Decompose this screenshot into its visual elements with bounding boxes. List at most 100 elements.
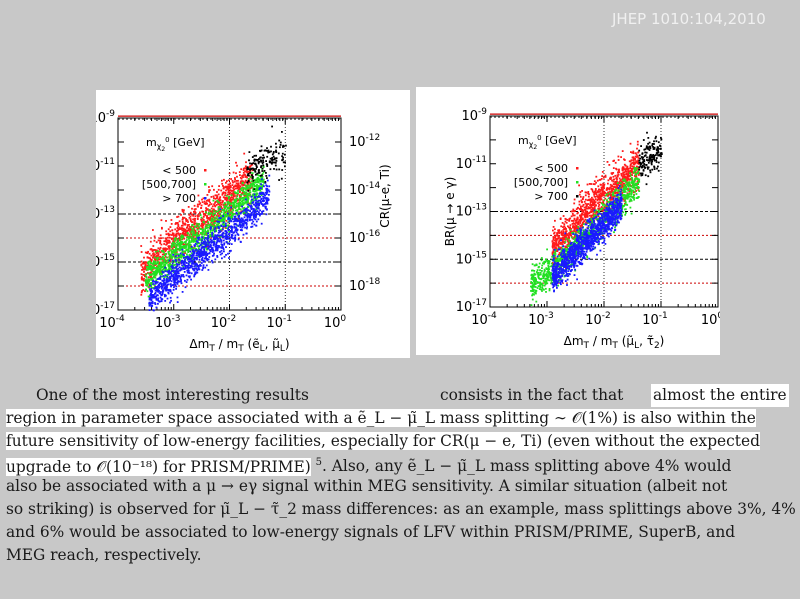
scatter-point [243,216,246,219]
scatter-point [156,262,159,265]
scatter-point [193,259,196,262]
scatter-point [632,150,635,153]
scatter-point [179,276,182,278]
scatter-point [165,274,168,277]
scatter-point [575,218,578,221]
scatter-point [270,145,272,148]
scatter-point [236,185,239,188]
scatter-point [604,176,607,178]
scatter-point [574,220,577,222]
scatter-point [622,174,625,176]
scatter-point [282,161,285,164]
scatter-point [258,188,261,191]
scatter-point [261,176,263,179]
scatter-point [199,251,201,254]
scatter-point [246,185,249,188]
scatter-point [153,284,156,286]
scatter-point [187,249,190,252]
scatter-point [233,180,236,183]
scatter-point [253,188,256,191]
scatter-point [182,216,184,219]
scatter-point [151,249,154,252]
scatter-point [201,238,204,241]
scatter-point [166,261,168,264]
scatter-point [217,200,219,203]
scatter-point [626,179,628,182]
scatter-point [560,234,563,236]
scatter-point [195,267,198,270]
scatter-point [231,217,233,219]
scatter-point [180,213,182,216]
scatter-point [141,266,144,268]
scatter-point [161,286,164,288]
scatter-point [178,220,181,223]
scatter-point [246,194,249,197]
scatter-point [148,295,151,298]
scatter-point [248,166,251,169]
scatter-point [140,260,143,263]
scatter-point [176,243,178,246]
scatter-point [172,248,175,251]
scatter-point [284,153,286,156]
scatter-point [201,246,203,248]
scatter-point [224,227,227,229]
scatter-point [220,214,223,217]
scatter-point [166,280,169,283]
scatter-point [157,247,160,250]
scatter-point [204,203,207,205]
scatter-point [251,218,253,221]
scatter-point [217,210,219,213]
legend-marker [204,197,207,200]
scatter-point [260,198,263,201]
scatter-point [560,230,563,233]
scatter-point [233,223,236,226]
scatter-point [595,204,597,206]
scatter-point [165,230,168,233]
scatter-point [564,239,567,241]
scatter-point [255,185,258,188]
scatter-point [194,273,197,275]
scatter-point [586,213,589,215]
scatter-point [149,273,152,276]
scatter-point [250,164,253,167]
scatter-point [164,266,166,269]
scatter-point [179,237,181,240]
scatter-point [554,240,557,242]
scatter-point [211,224,214,227]
scatter-point [178,234,181,237]
scatter-point [220,225,223,227]
scatter-point [630,151,632,153]
scatter-point [247,172,250,175]
scatter-point [248,192,251,195]
scatter-point [249,170,252,172]
scatter-point [216,217,218,220]
scatter-point [635,156,638,158]
scatter-point [199,239,202,241]
scatter-point [152,265,155,268]
scatter-point [618,177,621,180]
scatter-point [622,182,625,185]
scatter-point [232,189,235,192]
scatter-point [260,159,263,162]
scatter-point [261,184,264,186]
scatter-point [262,210,265,212]
scatter-point [172,244,174,247]
scatter-point [198,265,201,267]
scatter-point [535,300,538,303]
scatter-point [170,257,172,260]
scatter-point [158,286,161,289]
scatter-point [235,200,237,203]
scatter-point [256,183,258,186]
scatter-point [228,209,231,212]
scatter-point [175,281,178,284]
scatter-point [629,142,632,145]
scatter-point [218,208,221,210]
scatter-point [176,271,178,274]
x-tick-label: 100 [324,314,347,331]
scatter-point [602,190,604,193]
scatter-point [597,202,599,205]
scatter-point [211,259,213,262]
scatter-point [214,226,217,229]
scatter-point [233,213,236,215]
scatter-point [173,239,176,242]
